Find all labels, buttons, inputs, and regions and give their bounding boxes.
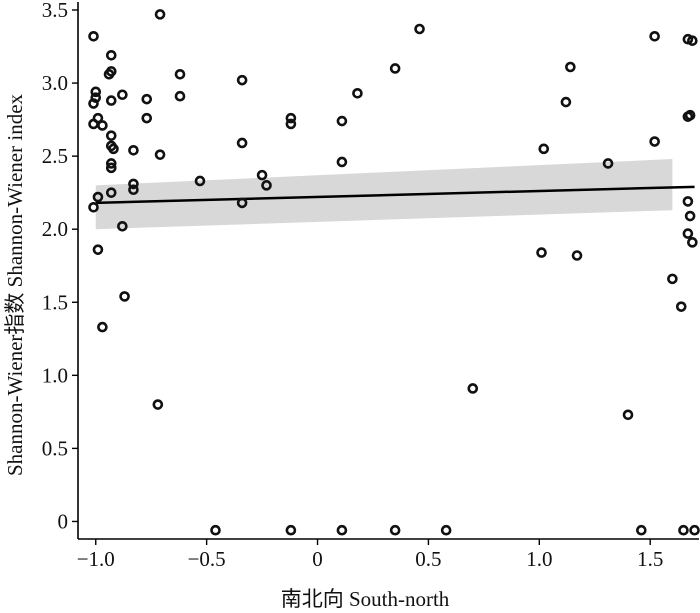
data-point-36 — [210, 524, 221, 536]
data-point-73 — [682, 228, 694, 239]
data-point-38 — [236, 137, 248, 149]
data-point-39 — [236, 197, 248, 209]
x-tick-label: −0.5 — [188, 547, 226, 571]
data-point-31 — [154, 149, 166, 160]
data-point-21 — [105, 187, 117, 198]
data-point-40 — [256, 169, 268, 181]
data-point-12 — [105, 50, 117, 61]
y-tick-label: 0 — [58, 509, 69, 533]
data-point-52 — [440, 524, 452, 536]
y-tick-label: 0.5 — [42, 436, 68, 460]
x-tick-label: 1.0 — [526, 547, 552, 571]
data-point-42 — [285, 112, 297, 124]
data-point-28 — [141, 93, 153, 105]
x-tick-label: 0.5 — [415, 547, 441, 571]
data-point-1 — [88, 31, 99, 42]
data-point-49 — [389, 63, 401, 74]
data-point-74 — [687, 237, 698, 248]
data-point-51 — [414, 23, 425, 35]
data-point-56 — [560, 96, 572, 108]
data-point-71 — [682, 196, 694, 207]
tick-labels-layer: −1.0 −0.5 0 0.5 1.0 1.5 0 0.5 1.0 1.5 2.0 2.5 3.0 3.5 — [42, 0, 664, 571]
data-point-4 — [90, 86, 102, 98]
data-point-61 — [636, 524, 647, 536]
data-point-5 — [90, 92, 102, 103]
data-point-48 — [352, 87, 363, 99]
fit-line-layer — [95, 185, 695, 205]
data-point-58 — [571, 250, 583, 261]
data-point-72 — [684, 210, 696, 222]
data-point-23 — [117, 220, 128, 232]
x-tick-label: −1.0 — [77, 547, 115, 571]
data-point-64 — [667, 273, 678, 285]
data-point-19 — [105, 158, 117, 169]
x-axis-title: 南北向 South-north — [281, 587, 450, 611]
data-point-34 — [174, 90, 186, 102]
data-point-59 — [602, 158, 614, 169]
data-point-32 — [152, 399, 164, 410]
data-point-45 — [336, 115, 348, 127]
x-tick-label: 0 — [312, 547, 323, 571]
y-axis-title: Shannon-Wiener指数 Shannon-Wiener index — [3, 93, 27, 476]
data-point-18 — [108, 143, 119, 155]
data-point-63 — [649, 136, 660, 147]
data-point-50 — [389, 524, 401, 536]
data-point-7 — [88, 201, 99, 213]
data-point-57 — [565, 61, 576, 73]
data-point-60 — [622, 409, 634, 421]
data-point-20 — [105, 162, 117, 174]
data-point-65 — [675, 301, 687, 312]
data-point-9 — [92, 244, 104, 255]
data-point-62 — [649, 31, 660, 42]
data-point-11 — [97, 120, 108, 131]
data-point-53 — [467, 383, 479, 394]
data-point-15 — [105, 95, 117, 106]
data-point-16 — [105, 130, 117, 141]
data-point-44 — [285, 524, 297, 536]
data-point-6 — [92, 112, 104, 124]
fit-line — [95, 185, 695, 205]
data-point-55 — [538, 143, 550, 155]
data-point-10 — [97, 321, 108, 333]
y-tick-label: 1.0 — [42, 363, 68, 387]
data-point-66 — [678, 524, 689, 536]
data-point-37 — [236, 74, 248, 86]
data-point-25 — [128, 144, 139, 156]
data-point-30 — [154, 9, 166, 20]
data-point-68 — [687, 35, 698, 46]
x-tick-label: 1.5 — [637, 547, 663, 571]
data-point-41 — [261, 180, 272, 191]
data-point-54 — [536, 247, 547, 258]
points-layer — [88, 9, 700, 536]
y-tick-label: 2.5 — [42, 144, 68, 168]
data-point-27 — [128, 184, 139, 196]
axes-layer — [72, 2, 699, 545]
data-point-26 — [128, 178, 139, 190]
data-point-43 — [285, 118, 297, 130]
data-point-70 — [684, 109, 696, 121]
y-tick-label: 2.0 — [42, 217, 68, 241]
y-tick-label: 1.5 — [42, 290, 68, 314]
data-point-29 — [141, 112, 153, 124]
data-point-24 — [119, 291, 130, 302]
data-point-35 — [194, 175, 206, 187]
y-tick-label: 3.0 — [42, 71, 68, 95]
data-point-8 — [92, 191, 104, 203]
data-point-14 — [103, 68, 115, 80]
data-point-33 — [174, 68, 186, 80]
data-point-75 — [689, 524, 700, 536]
data-point-22 — [117, 89, 128, 101]
data-point-46 — [336, 156, 348, 168]
y-tick-label: 3.5 — [42, 0, 68, 22]
data-point-47 — [336, 524, 348, 536]
